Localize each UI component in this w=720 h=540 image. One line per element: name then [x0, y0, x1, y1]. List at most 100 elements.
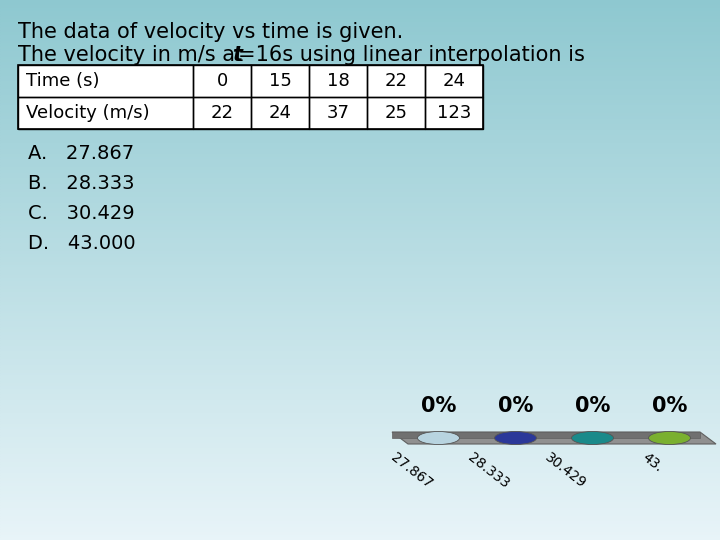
Bar [0, 383, 720, 386]
Text: 0%: 0% [420, 396, 456, 416]
Bar [0, 497, 720, 500]
Bar [0, 8, 720, 11]
Bar [0, 305, 720, 308]
Bar [193, 97, 251, 129]
Bar [0, 400, 720, 402]
Bar [0, 211, 720, 213]
Bar [0, 202, 720, 205]
Bar [0, 51, 720, 54]
Bar [0, 302, 720, 305]
Bar [0, 143, 720, 146]
Bar [0, 370, 720, 373]
Bar [0, 38, 720, 40]
Bar [0, 510, 720, 513]
Bar [0, 451, 720, 454]
Bar [0, 346, 720, 348]
Bar [0, 248, 720, 251]
Bar [0, 310, 720, 313]
Bar [0, 508, 720, 510]
Text: 0: 0 [217, 72, 228, 90]
Bar [0, 432, 720, 435]
Bar [0, 270, 720, 273]
Polygon shape [392, 432, 700, 438]
Bar [0, 459, 720, 462]
Bar [0, 521, 720, 524]
Bar [0, 46, 720, 49]
Bar [0, 537, 720, 540]
Bar [0, 92, 720, 94]
Bar [0, 94, 720, 97]
Bar [0, 289, 720, 292]
Text: 25: 25 [384, 104, 408, 122]
Bar [0, 424, 720, 427]
Bar [0, 76, 720, 78]
Text: D.   43.000: D. 43.000 [28, 234, 135, 253]
Bar [0, 232, 720, 235]
Bar [0, 200, 720, 202]
Bar [0, 418, 720, 421]
Bar [0, 181, 720, 184]
Bar [0, 375, 720, 378]
Text: Time (s): Time (s) [26, 72, 99, 90]
Bar [0, 54, 720, 57]
Bar [0, 483, 720, 486]
Bar [0, 219, 720, 221]
Bar [0, 194, 720, 197]
Bar [0, 176, 720, 178]
Bar [0, 435, 720, 437]
Bar [0, 478, 720, 481]
Bar [0, 35, 720, 38]
Bar [0, 367, 720, 370]
Bar [367, 97, 425, 129]
Bar [0, 324, 720, 327]
Text: 30.429: 30.429 [542, 450, 588, 491]
Bar [0, 62, 720, 65]
Bar [425, 65, 483, 97]
Bar [0, 532, 720, 535]
Bar [0, 513, 720, 516]
Bar [0, 208, 720, 211]
Bar [0, 475, 720, 478]
Bar [0, 73, 720, 76]
Text: 27.867: 27.867 [388, 450, 434, 491]
Bar [0, 100, 720, 103]
Bar [0, 408, 720, 410]
Bar [251, 65, 309, 97]
Bar [0, 486, 720, 489]
Bar [0, 213, 720, 216]
Bar [251, 97, 309, 129]
Bar [0, 405, 720, 408]
Bar [0, 535, 720, 537]
Bar [0, 340, 720, 343]
Bar [0, 130, 720, 132]
Bar [0, 116, 720, 119]
Bar [0, 127, 720, 130]
Bar [0, 5, 720, 8]
Bar [0, 238, 720, 240]
Bar [0, 259, 720, 262]
Bar [0, 373, 720, 375]
Bar [0, 500, 720, 502]
Bar [0, 11, 720, 14]
Bar [0, 78, 720, 81]
Bar [0, 103, 720, 105]
Bar [309, 65, 367, 97]
Bar [0, 429, 720, 432]
Bar [0, 516, 720, 518]
Bar [0, 138, 720, 140]
Bar [0, 505, 720, 508]
Bar [0, 364, 720, 367]
Bar [0, 59, 720, 62]
Bar [0, 275, 720, 278]
Bar [0, 224, 720, 227]
Bar [0, 410, 720, 413]
Bar [0, 348, 720, 351]
Bar [0, 359, 720, 362]
Bar [0, 437, 720, 440]
Bar [0, 170, 720, 173]
Bar [0, 427, 720, 429]
Bar [0, 518, 720, 521]
Polygon shape [392, 432, 716, 444]
Bar [0, 186, 720, 189]
Bar [0, 273, 720, 275]
